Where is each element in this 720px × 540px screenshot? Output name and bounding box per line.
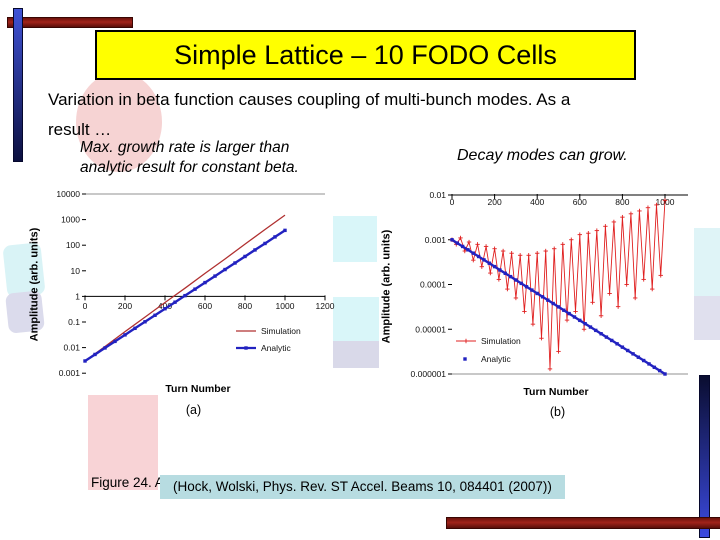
panel-label-a: (a) xyxy=(185,403,202,417)
svg-text:600: 600 xyxy=(198,301,212,311)
background-lavender-shape-right xyxy=(694,296,720,340)
background-lavender-shape-middle xyxy=(333,341,379,368)
note-decay-modes: Decay modes can grow. xyxy=(457,147,628,164)
svg-text:Analytic: Analytic xyxy=(261,343,292,353)
svg-text:800: 800 xyxy=(615,197,629,207)
note-left-line-2: analytic result for constant beta. xyxy=(80,158,299,176)
svg-text:1: 1 xyxy=(75,291,80,301)
svg-text:200: 200 xyxy=(118,301,132,311)
svg-text:1000: 1000 xyxy=(276,301,295,311)
background-cyan-shape-middle-top xyxy=(333,216,377,262)
svg-text:400: 400 xyxy=(158,301,172,311)
background-pink-rectangle xyxy=(88,395,158,490)
background-cyan-shape-middle-bottom xyxy=(333,297,379,343)
svg-text:1200: 1200 xyxy=(316,301,335,311)
svg-text:200: 200 xyxy=(488,197,502,207)
svg-text:0.0001: 0.0001 xyxy=(420,280,446,290)
svg-text:0.01: 0.01 xyxy=(429,190,446,200)
svg-text:0: 0 xyxy=(83,301,88,311)
decor-blue-bar-top-left xyxy=(13,8,23,162)
chart-a-plot: 0 200 400 600 800 1000 1200 10000 1000 100 10 1 0.1 0… xyxy=(56,189,335,378)
svg-text:0.01: 0.01 xyxy=(63,343,80,353)
svg-text:0.001: 0.001 xyxy=(59,368,81,378)
svg-text:0.1: 0.1 xyxy=(68,317,80,327)
chart-b-plot: 0 200 400 600 800 10000.010.0010.00010.000010… xyxy=(411,190,688,379)
svg-text:600: 600 xyxy=(573,197,587,207)
svg-text:10: 10 xyxy=(71,266,81,276)
svg-text:0.001: 0.001 xyxy=(425,235,447,245)
note-left-line-1: Max. growth rate is larger than xyxy=(80,139,290,156)
chart-b-y-axis-label: Amplitude (arb. units) xyxy=(380,229,393,344)
svg-text:800: 800 xyxy=(238,301,252,311)
chart-a-x-axis-label: Turn Number xyxy=(165,383,231,395)
svg-text:0.000001: 0.000001 xyxy=(411,369,447,379)
chart-a-y-axis-label: Amplitude (arb. units) xyxy=(28,227,41,342)
note-max-growth: Max. growth rate is larger than analytic… xyxy=(80,138,299,177)
svg-text:Simulation: Simulation xyxy=(481,336,521,346)
svg-text:400: 400 xyxy=(530,197,544,207)
intro-line-2: result … xyxy=(48,120,112,139)
decor-blue-bar-bottom-right xyxy=(699,375,710,538)
chart-b-x-axis-label: Turn Number xyxy=(523,386,589,398)
background-cyan-shape-right xyxy=(694,228,720,302)
intro-text: Variation in beta function causes coupli… xyxy=(48,85,570,145)
background-pink-blob xyxy=(76,72,162,172)
svg-text:0: 0 xyxy=(450,197,455,207)
svg-text:10000: 10000 xyxy=(56,189,80,199)
decor-red-bar-bottom-right xyxy=(446,517,720,529)
svg-text:Simulation: Simulation xyxy=(261,326,301,336)
citation-box: (Hock, Wolski, Phys. Rev. ST Accel. Beam… xyxy=(160,475,565,499)
caption-line-2: bunches. The points are sampled for 1 tu… xyxy=(91,535,611,540)
svg-text:100: 100 xyxy=(66,240,80,250)
svg-text:Analytic: Analytic xyxy=(481,354,512,364)
svg-text:0.00001: 0.00001 xyxy=(415,324,446,334)
svg-text:1000: 1000 xyxy=(61,215,80,225)
decor-red-bar-top-left xyxy=(7,17,133,28)
panel-label-b: (b) xyxy=(549,405,566,419)
intro-line-1: Variation in beta function causes coupli… xyxy=(48,90,571,109)
slide-title: Simple Lattice – 10 FODO Cells xyxy=(95,30,636,80)
